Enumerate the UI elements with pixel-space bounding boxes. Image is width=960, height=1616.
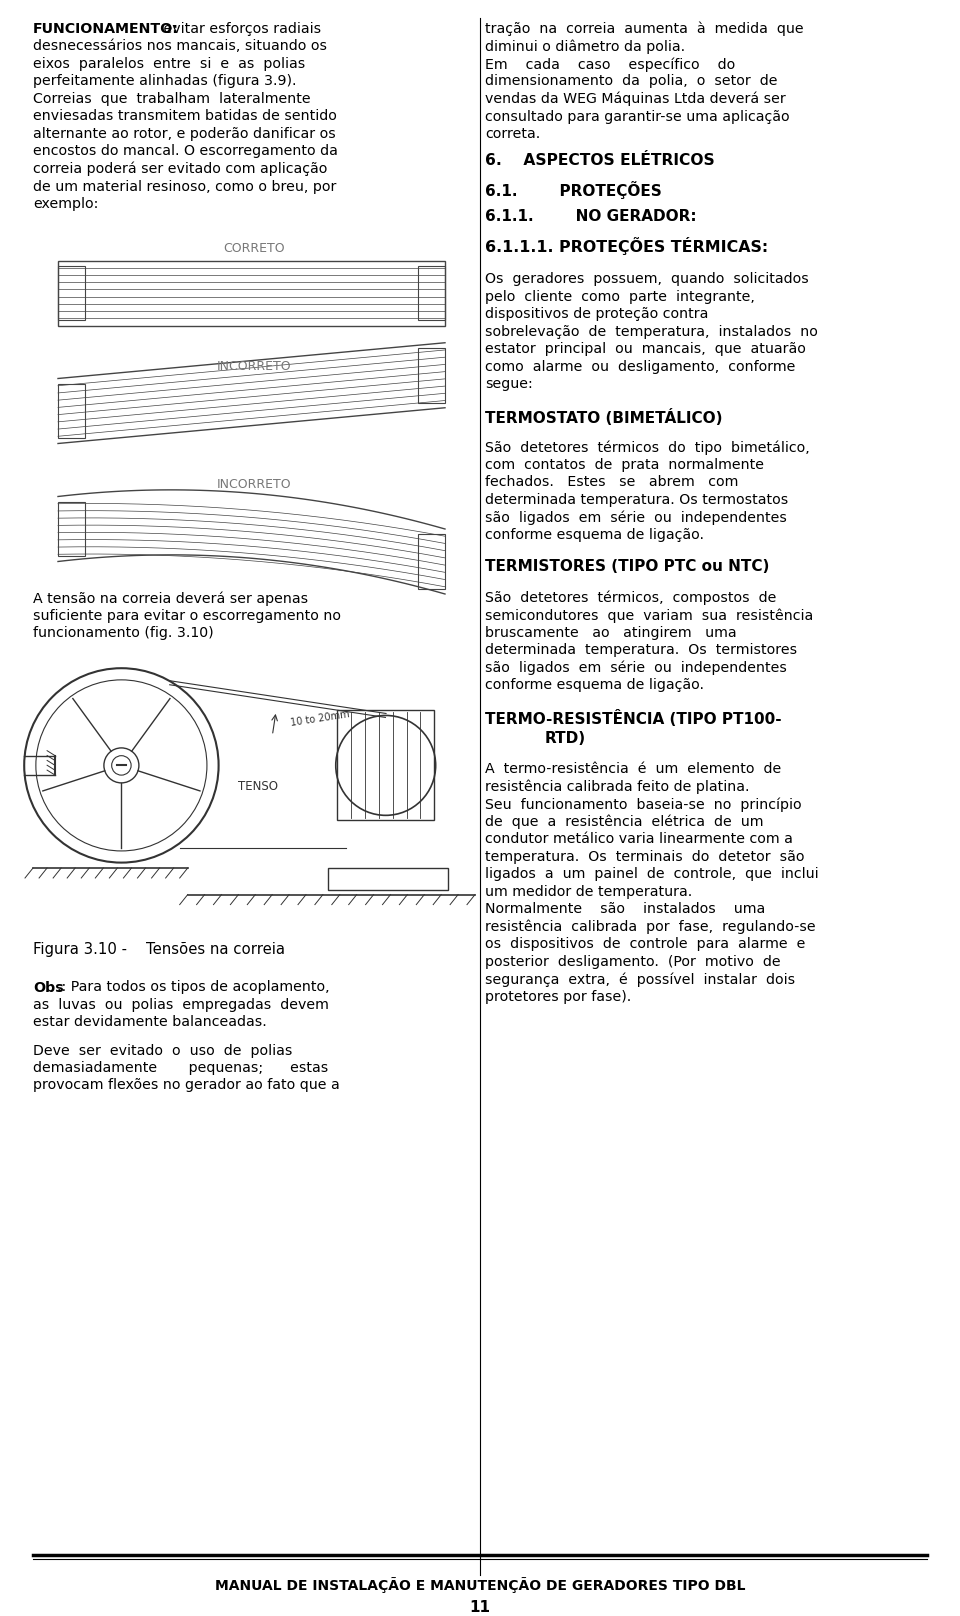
Text: estar devidamente balanceadas.: estar devidamente balanceadas. (33, 1015, 267, 1029)
Text: correia poderá ser evitado com aplicação: correia poderá ser evitado com aplicação (33, 162, 327, 176)
Circle shape (111, 756, 132, 776)
Text: Obs: Obs (33, 981, 63, 994)
Text: semicondutores  que  variam  sua  resistência: semicondutores que variam sua resistênci… (485, 608, 813, 622)
Text: dispositivos de proteção contra: dispositivos de proteção contra (485, 307, 708, 322)
Text: suficiente para evitar o escorregamento no: suficiente para evitar o escorregamento … (33, 609, 341, 624)
Text: .: Para todos os tipos de acoplamento,: .: Para todos os tipos de acoplamento, (57, 981, 329, 994)
Text: perfeitamente alinhadas (figura 3.9).: perfeitamente alinhadas (figura 3.9). (33, 74, 297, 89)
Text: vendas da WEG Máquinas Ltda deverá ser: vendas da WEG Máquinas Ltda deverá ser (485, 92, 785, 107)
Text: funcionamento (fig. 3.10): funcionamento (fig. 3.10) (33, 627, 214, 640)
Text: 6.1.1.        NO GERADOR:: 6.1.1. NO GERADOR: (485, 208, 697, 225)
Text: INCORRETO: INCORRETO (217, 360, 291, 373)
Text: exemplo:: exemplo: (33, 197, 98, 212)
Text: Correias  que  trabalham  lateralmente: Correias que trabalham lateralmente (33, 92, 311, 107)
Text: RTD): RTD) (545, 730, 587, 745)
Text: de  que  a  resistência  elétrica  de  um: de que a resistência elétrica de um (485, 814, 763, 829)
Text: pelo  cliente  como  parte  integrante,: pelo cliente como parte integrante, (485, 289, 755, 304)
Text: consultado para garantir-se uma aplicação: consultado para garantir-se uma aplicaçã… (485, 110, 790, 123)
Text: posterior  desligamento.  (Por  motivo  de: posterior desligamento. (Por motivo de (485, 955, 780, 968)
Text: Os  geradores  possuem,  quando  solicitados: Os geradores possuem, quando solicitados (485, 271, 808, 286)
Text: determinada  temperatura.  Os  termistores: determinada temperatura. Os termistores (485, 643, 797, 658)
Text: 6.1.1.1. PROTEÇÕES TÉRMICAS:: 6.1.1.1. PROTEÇÕES TÉRMICAS: (485, 238, 768, 255)
Text: com  contatos  de  prata  normalmente: com contatos de prata normalmente (485, 457, 764, 472)
Text: determinada temperatura. Os termostatos: determinada temperatura. Os termostatos (485, 493, 788, 507)
Text: enviesadas transmitem batidas de sentido: enviesadas transmitem batidas de sentido (33, 110, 337, 123)
Text: evitar esforços radiais: evitar esforços radiais (159, 23, 322, 36)
Text: Normalmente    são    instalados    uma: Normalmente são instalados uma (485, 902, 765, 916)
Text: INCORRETO: INCORRETO (217, 478, 291, 491)
Text: segue:: segue: (485, 377, 533, 391)
Text: encostos do mancal. O escorregamento da: encostos do mancal. O escorregamento da (33, 144, 338, 158)
Text: dimensionamento  da  polia,  o  setor  de: dimensionamento da polia, o setor de (485, 74, 778, 89)
Text: condutor metálico varia linearmente com a: condutor metálico varia linearmente com … (485, 832, 793, 847)
Text: 6.    ASPECTOS ELÉTRICOS: 6. ASPECTOS ELÉTRICOS (485, 154, 715, 168)
Text: TERMO-RESISTÊNCIA (TIPO PT100-: TERMO-RESISTÊNCIA (TIPO PT100- (485, 709, 781, 727)
Text: os  dispositivos  de  controle  para  alarme  e: os dispositivos de controle para alarme … (485, 937, 805, 952)
Text: ligados  a  um  painel  de  controle,  que  inclui: ligados a um painel de controle, que inc… (485, 868, 819, 881)
Text: resistência calibrada feito de platina.: resistência calibrada feito de platina. (485, 781, 750, 793)
Text: desnecessários nos mancais, situando os: desnecessários nos mancais, situando os (33, 39, 327, 53)
Text: MANUAL DE INSTALAÇÃO E MANUTENÇÃO DE GERADORES TIPO DBL: MANUAL DE INSTALAÇÃO E MANUTENÇÃO DE GER… (215, 1577, 745, 1593)
Text: Seu  funcionamento  baseia-se  no  princípio: Seu funcionamento baseia-se no princípio (485, 797, 802, 811)
Text: São  detetores  térmicos  do  tipo  bimetálico,: São detetores térmicos do tipo bimetálic… (485, 440, 809, 454)
Text: protetores por fase).: protetores por fase). (485, 989, 632, 1004)
Text: são  ligados  em  série  ou  independentes: são ligados em série ou independentes (485, 661, 787, 675)
Text: 6.1.        PROTEÇÕES: 6.1. PROTEÇÕES (485, 181, 661, 199)
Text: fechados.   Estes   se   abrem   com: fechados. Estes se abrem com (485, 475, 738, 490)
Text: São  detetores  térmicos,  compostos  de: São detetores térmicos, compostos de (485, 591, 777, 606)
Text: provocam flexões no gerador ao fato que a: provocam flexões no gerador ao fato que … (33, 1078, 340, 1092)
Text: estator  principal  ou  mancais,  que  atuarão: estator principal ou mancais, que atuarã… (485, 343, 805, 356)
Text: Em    cada    caso    específico    do: Em cada caso específico do (485, 57, 735, 71)
Text: um medidor de temperatura.: um medidor de temperatura. (485, 884, 692, 898)
Text: TERMISTORES (TIPO PTC ou NTC): TERMISTORES (TIPO PTC ou NTC) (485, 559, 769, 574)
Text: conforme esquema de ligação.: conforme esquema de ligação. (485, 679, 704, 692)
Text: 11: 11 (469, 1600, 491, 1614)
Text: segurança  extra,  é  possível  instalar  dois: segurança extra, é possível instalar doi… (485, 973, 795, 987)
Text: alternante ao rotor, e poderão danificar os: alternante ao rotor, e poderão danificar… (33, 128, 336, 141)
Text: como  alarme  ou  desligamento,  conforme: como alarme ou desligamento, conforme (485, 360, 796, 373)
Text: diminui o diâmetro da polia.: diminui o diâmetro da polia. (485, 39, 685, 53)
Text: TERMOSTATO (BIMETÁLICO): TERMOSTATO (BIMETÁLICO) (485, 409, 723, 425)
Text: TENSO: TENSO (238, 781, 278, 793)
Text: Figura 3.10 -    Tensões na correia: Figura 3.10 - Tensões na correia (33, 942, 285, 957)
Text: conforme esquema de ligação.: conforme esquema de ligação. (485, 528, 704, 541)
Text: as  luvas  ou  polias  empregadas  devem: as luvas ou polias empregadas devem (33, 999, 329, 1012)
Text: temperatura.  Os  terminais  do  detetor  são: temperatura. Os terminais do detetor são (485, 850, 804, 863)
Text: correta.: correta. (485, 128, 540, 141)
Text: bruscamente   ao   atingirem   uma: bruscamente ao atingirem uma (485, 625, 736, 640)
Text: FUNCIONAMENTO:: FUNCIONAMENTO: (33, 23, 179, 36)
Text: A tensão na correia deverá ser apenas: A tensão na correia deverá ser apenas (33, 591, 308, 606)
Text: eixos  paralelos  entre  si  e  as  polias: eixos paralelos entre si e as polias (33, 57, 305, 71)
Text: A  termo-resistência  é  um  elemento  de: A termo-resistência é um elemento de (485, 763, 781, 776)
Text: sobrelevação  de  temperatura,  instalados  no: sobrelevação de temperatura, instalados … (485, 325, 818, 339)
Text: Deve  ser  evitado  o  uso  de  polias: Deve ser evitado o uso de polias (33, 1044, 293, 1057)
Text: 10 to 20mm: 10 to 20mm (290, 709, 350, 729)
Text: são  ligados  em  série  ou  independentes: são ligados em série ou independentes (485, 511, 787, 525)
Text: demasiadamente       pequenas;      estas: demasiadamente pequenas; estas (33, 1062, 328, 1075)
Text: resistência  calibrada  por  fase,  regulando-se: resistência calibrada por fase, reguland… (485, 920, 816, 934)
Text: CORRETO: CORRETO (223, 242, 285, 255)
Text: tração  na  correia  aumenta  à  medida  que: tração na correia aumenta à medida que (485, 23, 804, 37)
Text: de um material resinoso, como o breu, por: de um material resinoso, como o breu, po… (33, 179, 336, 194)
